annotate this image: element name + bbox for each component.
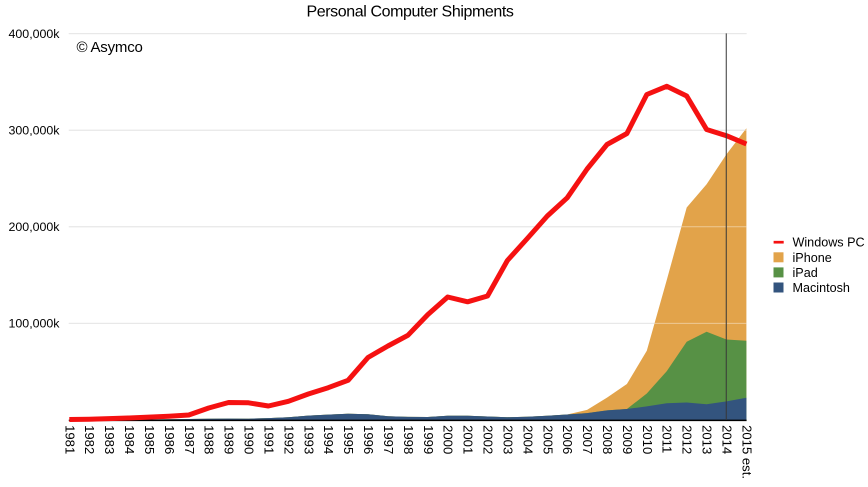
svg-text:2011: 2011 [660,425,675,453]
svg-text:2003: 2003 [500,425,515,454]
svg-text:1999: 1999 [421,425,436,454]
svg-text:2000: 2000 [441,425,456,454]
svg-text:1997: 1997 [381,425,396,454]
svg-text:1982: 1982 [82,425,97,454]
svg-text:2012: 2012 [680,425,695,454]
svg-text:2001: 2001 [461,425,476,454]
svg-text:Windows PC: Windows PC [793,236,865,250]
svg-text:1996: 1996 [361,425,376,454]
svg-text:iPad: iPad [793,266,818,280]
svg-text:iPhone: iPhone [793,251,832,265]
svg-text:2013: 2013 [700,425,715,454]
svg-text:2006: 2006 [560,425,575,454]
svg-text:Personal Computer Shipments: Personal Computer Shipments [306,4,513,21]
svg-text:1991: 1991 [261,425,276,454]
svg-text:2009: 2009 [620,425,635,454]
svg-text:2008: 2008 [600,425,615,454]
svg-text:1998: 1998 [401,425,416,454]
svg-text:Macintosh: Macintosh [793,281,850,295]
svg-text:1983: 1983 [102,425,117,454]
svg-text:2014: 2014 [720,425,735,454]
svg-text:1993: 1993 [301,425,316,454]
svg-text:400,000k: 400,000k [9,27,61,41]
svg-text:1989: 1989 [222,425,237,454]
svg-text:1992: 1992 [281,425,296,454]
svg-text:200,000k: 200,000k [9,220,61,234]
svg-text:2010: 2010 [640,425,655,454]
svg-text:2015 est.: 2015 est. [739,425,754,479]
svg-text:2002: 2002 [481,425,496,454]
svg-text:1984: 1984 [122,425,137,454]
svg-text:100,000k: 100,000k [9,317,61,331]
svg-text:1981: 1981 [62,425,77,454]
svg-text:1985: 1985 [142,425,157,454]
svg-text:1995: 1995 [341,425,356,454]
svg-text:© Asymco: © Asymco [77,39,143,56]
svg-text:1986: 1986 [162,425,177,454]
svg-text:1994: 1994 [321,425,336,454]
svg-text:2004: 2004 [520,425,535,454]
svg-text:1987: 1987 [182,425,197,454]
svg-text:1988: 1988 [202,425,217,454]
svg-text:2007: 2007 [580,425,595,454]
svg-text:1990: 1990 [242,425,257,454]
svg-text:2005: 2005 [540,425,555,454]
svg-text:300,000k: 300,000k [9,124,61,138]
